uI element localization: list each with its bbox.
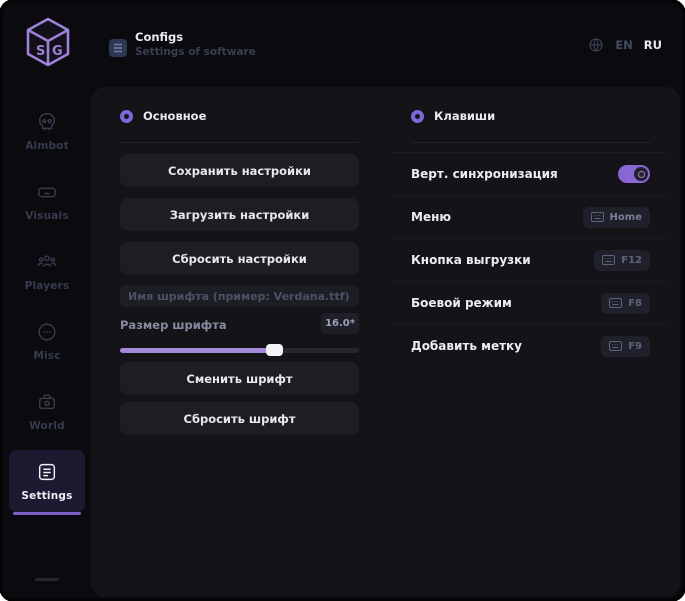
add-mark-keybind-button[interactable]: F9: [601, 335, 650, 357]
add-mark-key-row: Добавить метку F9: [393, 324, 668, 367]
general-section: Основное Сохранить настройки Загрузить н…: [120, 87, 359, 597]
section-divider: [120, 142, 359, 143]
keys-section-header: Клавиши: [411, 109, 495, 123]
sidebar-item-label: Aimbot: [25, 139, 69, 152]
slider-fill: [120, 348, 276, 353]
font-size-value-badge: 16.0*: [321, 313, 359, 334]
players-icon: [37, 254, 57, 267]
menu-key-row: Меню Home: [393, 195, 668, 238]
sidebar-item-aimbot[interactable]: Aimbot: [9, 100, 85, 162]
lang-en-button[interactable]: EN: [615, 38, 633, 52]
chat-icon: [38, 322, 56, 341]
sidebar-item-label: Settings: [21, 489, 73, 502]
sidebar-item-visuals[interactable]: Visuals: [9, 170, 85, 232]
lang-ru-button[interactable]: RU: [643, 38, 662, 52]
combat-keybind-button[interactable]: F8: [601, 292, 650, 314]
combat-key-value: F8: [628, 297, 642, 309]
svg-text:S: S: [36, 44, 45, 59]
unload-keybind-button[interactable]: F12: [594, 249, 650, 271]
unload-key-value: F12: [621, 254, 642, 266]
language-switcher: EN RU: [588, 37, 662, 53]
sidebar-item-label: Visuals: [25, 209, 69, 222]
menu-key-label: Меню: [411, 210, 452, 224]
sidebar-item-players[interactable]: Players: [9, 240, 85, 302]
vsync-toggle[interactable]: [618, 165, 650, 183]
reset-font-button[interactable]: Сбросить шрифт: [120, 402, 359, 435]
save-settings-button[interactable]: Сохранить настройки: [120, 154, 359, 187]
section-divider: [411, 142, 651, 143]
sidebar-item-settings[interactable]: Settings: [9, 450, 85, 515]
unload-key-label: Кнопка выгрузки: [411, 253, 531, 267]
vsync-row: Верт. синхронизация: [393, 152, 668, 195]
skull-icon: [38, 112, 56, 130]
app-logo-cube-icon: S G: [26, 17, 70, 67]
globe-icon: [38, 393, 56, 409]
combat-key-row: Боевой режим F8: [393, 281, 668, 324]
keyboard-icon: [590, 212, 604, 222]
section-bullet-icon: [411, 109, 424, 123]
change-font-button[interactable]: Сменить шрифт: [120, 362, 359, 395]
toggle-knob: [634, 167, 648, 181]
add-mark-key-label: Добавить метку: [411, 339, 522, 353]
keyboard-icon: [609, 298, 623, 308]
combat-key-label: Боевой режим: [411, 296, 512, 310]
reset-settings-button[interactable]: Сбросить настройки: [120, 242, 359, 275]
sidebar-item-label: World: [29, 419, 65, 432]
unload-key-row: Кнопка выгрузки F12: [393, 238, 668, 281]
configs-header-icon: [109, 39, 127, 57]
sidebar-item-world[interactable]: World: [9, 380, 85, 442]
translate-globe-icon: [589, 38, 603, 52]
sidebar-item-label: Players: [24, 279, 70, 292]
font-size-label: Размер шрифта: [120, 318, 227, 332]
page-title: Configs: [135, 30, 184, 44]
main-content-card: Основное Сохранить настройки Загрузить н…: [91, 87, 680, 597]
font-name-input[interactable]: [120, 285, 359, 307]
slider-thumb[interactable]: [265, 344, 283, 356]
sidebar: S G Aimbot Visuals Players: [3, 3, 91, 598]
keys-section: Клавиши Верт. синхронизация Меню Home: [393, 87, 668, 597]
font-size-slider[interactable]: [120, 344, 359, 356]
svg-text:G: G: [52, 44, 63, 59]
sidebar-item-misc[interactable]: Misc: [9, 310, 85, 372]
sidebar-divider: [35, 578, 59, 581]
menu-key-value: Home: [609, 211, 642, 223]
keyboard-icon: [602, 255, 616, 265]
page-subtitle: Settings of software: [135, 46, 256, 58]
keys-section-title: Клавиши: [434, 109, 496, 123]
section-bullet-icon: [120, 109, 133, 123]
add-mark-key-value: F9: [628, 340, 642, 352]
sidebar-item-label: Misc: [33, 349, 61, 362]
vsync-label: Верт. синхронизация: [411, 167, 558, 181]
menu-keybind-button[interactable]: Home: [582, 206, 650, 228]
config-icon: [38, 463, 56, 480]
keyboard-icon: [609, 341, 623, 351]
load-settings-button[interactable]: Загрузить настройки: [120, 198, 359, 231]
goggles-icon: [38, 187, 56, 197]
general-section-header: Основное: [120, 109, 206, 123]
general-section-title: Основное: [143, 109, 207, 123]
